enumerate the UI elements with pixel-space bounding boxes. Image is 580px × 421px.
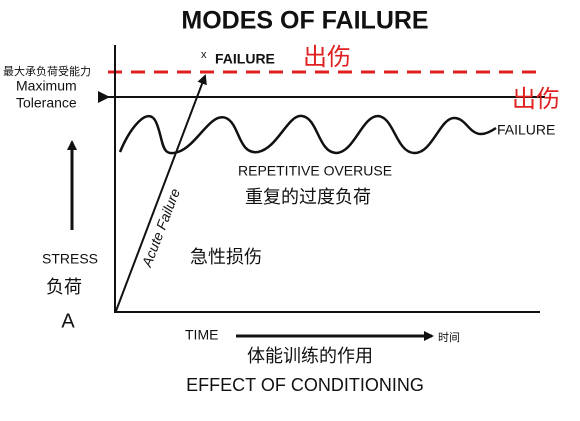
repetitive-label: REPETITIVE OVERUSE [238,163,392,179]
failure-label: FAILURE [215,51,275,67]
acute-failure-line [115,74,207,312]
x-axis-label: TIME [185,327,218,343]
footer-chinese: 体能训练的作用 [247,346,373,367]
y-axis-chinese: 负荷 [46,277,82,298]
limit-label: Tolerance [16,95,77,111]
failure-label: FAILURE [497,122,555,138]
title: MODES OF FAILURE [181,7,428,35]
y-axis-label: STRESS [42,251,98,267]
failure-marker: x [201,49,207,61]
injury-label: 出伤 [512,85,560,113]
limit-pointer [98,91,110,103]
acute-failure-label: Acute Failure [138,186,183,270]
acute-chinese: 急性损伤 [190,247,262,268]
footer-label: EFFECT OF CONDITIONING [186,375,424,395]
injury-label: 出伤 [303,43,351,71]
repetitive-stress-wave [118,114,497,155]
y-axis-letter: A [61,310,75,332]
repetitive-chinese: 重复的过度负荷 [245,187,371,208]
limit-label: Maximum [16,78,77,94]
x-axis-chinese: 时间 [438,331,460,344]
limit-chinese: 最大承负荷受能力 [3,64,91,78]
